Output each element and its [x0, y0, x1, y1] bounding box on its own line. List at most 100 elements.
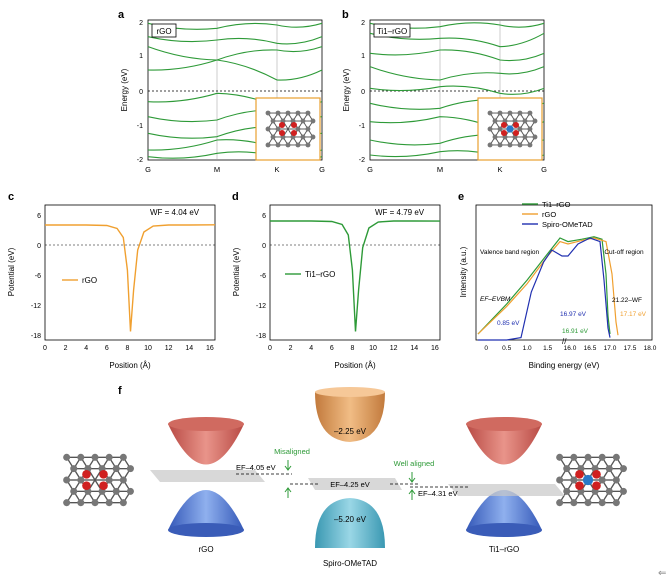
oxygen-atom [512, 121, 520, 129]
fermi-plane [448, 484, 565, 496]
panel-label-b: Ti1–rGO [377, 27, 407, 36]
carbon-atom [295, 110, 301, 116]
lumo-value: –2.25 eV [334, 427, 367, 436]
band-line [147, 36, 323, 45]
series-line-rgo [477, 237, 619, 336]
carbon-atom [527, 126, 533, 132]
panel-letter-f: f [118, 385, 122, 397]
x-tick-label: 18.0 [644, 345, 657, 352]
rgo-label: rGO [198, 545, 213, 554]
carbon-atom [584, 453, 592, 461]
misaligned-label: Misaligned [274, 447, 310, 456]
y-tick-label: 1 [139, 53, 143, 60]
ti-rgo-label: Ti1–rGO [489, 545, 519, 554]
lattice-inset-a [255, 97, 321, 161]
panel-f: f rGO –2.25 eV –5.20 eV EF–4.25 eV Spiro… [63, 385, 627, 568]
panel-b: b Energy (eV) 2 1 0 -1 -2 G M K G Ti1–rG… [342, 9, 547, 174]
x-tick-label: 10 [144, 345, 152, 352]
panel-letter-e: e [458, 191, 464, 203]
k-point-label: K [497, 165, 502, 174]
carbon-atom [487, 142, 493, 148]
k-point-label: M [437, 165, 443, 174]
oxygen-atom [592, 481, 601, 490]
carbon-atom [105, 499, 113, 507]
carbon-atom [112, 465, 120, 473]
legend-label-d: Ti1–rGO [305, 270, 335, 279]
oxygen-atom [82, 481, 91, 490]
carbon-atom [556, 476, 564, 484]
y-tick-label: 6 [37, 213, 41, 220]
conduction-band-cone [466, 424, 542, 465]
x-tick-label: 6 [105, 345, 109, 352]
work-function-label-c: WF = 4.04 eV [150, 208, 200, 217]
ti-rgo-band-cones [448, 417, 565, 537]
carbon-atom [77, 499, 85, 507]
band-line [147, 22, 323, 30]
carbon-atom [91, 453, 99, 461]
homo-value: –5.20 eV [334, 515, 367, 524]
carbon-atom [295, 126, 301, 132]
k-point-label: G [319, 165, 325, 174]
graphene-lattice-structure [265, 110, 316, 148]
ti-rgo-lattice-structure [556, 453, 627, 507]
y-tick-label: -12 [256, 303, 266, 310]
ef-ti: EF–4.31 eV [418, 489, 458, 498]
legend-e: Ti1–rGO rGO Spiro-OMeTAD [522, 200, 593, 229]
valence-band-cone [168, 490, 244, 530]
carbon-atom [265, 142, 271, 148]
titanium-atom [506, 125, 514, 133]
carbon-atom [300, 118, 306, 124]
carbon-atom [119, 453, 127, 461]
x-tick-label: 17.5 [624, 345, 637, 352]
region-label-cutoff: Cut-off region [604, 249, 644, 256]
carbon-atom [265, 126, 271, 132]
y-tick-label: 0 [37, 243, 41, 250]
y-tick-label: 0 [262, 243, 266, 250]
plot-frame-c [44, 204, 216, 341]
carbon-atom [563, 487, 571, 495]
series-line-ti1-rgo [477, 236, 611, 335]
carbon-atom [77, 453, 85, 461]
y-tick-label: -6 [35, 273, 41, 280]
x-axis-label-e: Binding energy (eV) [529, 361, 600, 370]
y-tick-label: 0 [139, 89, 143, 96]
x-tick-label: 8 [125, 345, 129, 352]
y-ticks-d: 6 0 -6 -12 -18 [256, 213, 266, 340]
y-tick-label: 1 [361, 53, 365, 60]
carbon-atom [517, 126, 523, 132]
series-lines-e [477, 236, 619, 341]
carbon-atom [310, 118, 316, 124]
carbon-atom [612, 453, 620, 461]
carbon-atom [70, 487, 78, 495]
x-tick-label: 16.5 [584, 345, 597, 352]
carbon-atom [598, 453, 606, 461]
carbon-atom [517, 142, 523, 148]
y-axis-label-d: Potential (eV) [232, 247, 241, 296]
band-line [147, 46, 323, 61]
panel-letter-c: c [8, 191, 14, 203]
legend-entry: Ti1–rGO [542, 200, 571, 209]
valence-band-cone [466, 490, 542, 530]
carbon-atom [556, 499, 564, 507]
oxygen-atom [99, 470, 108, 479]
legend-label-c: rGO [82, 276, 97, 285]
carbon-atom [570, 476, 578, 484]
panel-label-a: rGO [156, 27, 171, 36]
carbon-atom [270, 118, 276, 124]
carbon-atom [570, 499, 578, 507]
y-tick-label: -18 [31, 333, 41, 340]
y-axis-label-c: Potential (eV) [7, 247, 16, 296]
y-tick-label: -12 [31, 303, 41, 310]
carbon-atom [492, 134, 498, 140]
carbon-atom [492, 118, 498, 124]
carbon-atom [612, 499, 620, 507]
oxygen-atom [575, 470, 584, 479]
spiro-label: Spiro-OMeTAD [323, 559, 377, 568]
k-point-label: G [367, 165, 373, 174]
band-line [369, 49, 545, 62]
x-tick-label: 0 [484, 345, 488, 352]
plot-frame-e [475, 204, 653, 341]
carbon-atom [275, 142, 281, 148]
carbon-atom [507, 110, 513, 116]
oxygen-atom [290, 121, 298, 129]
